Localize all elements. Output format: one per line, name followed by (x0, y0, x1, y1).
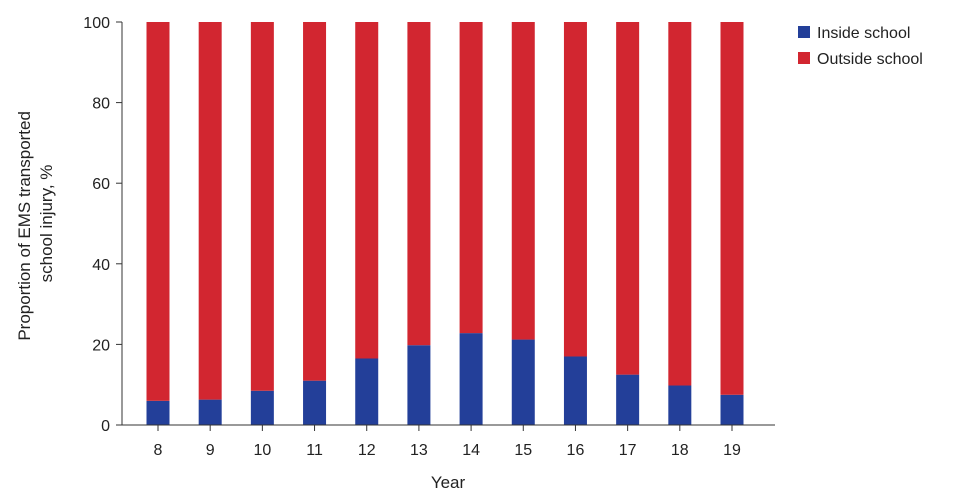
bar-outside-12 (355, 22, 379, 359)
legend-label-outside: Outside school (817, 51, 923, 68)
bar-outside-15 (511, 22, 535, 340)
x-tick-label-9: 9 (206, 442, 215, 459)
bar-inside-12 (355, 358, 379, 425)
x-tick-label-12: 12 (358, 442, 376, 459)
x-tick-label-19: 19 (723, 442, 741, 459)
bar-inside-13 (407, 345, 431, 425)
y-axis-title-line-1: Proportion of EMS transported (15, 111, 34, 341)
y-tick-label-0: 0 (101, 418, 110, 435)
legend: Inside school Outside school (798, 25, 923, 68)
y-tick-label-80: 80 (92, 96, 110, 113)
bar-outside-8 (146, 22, 170, 401)
bar-outside-19 (720, 22, 744, 395)
x-tick-label-16: 16 (567, 442, 585, 459)
x-tick-label-18: 18 (671, 442, 689, 459)
bar-inside-10 (250, 390, 274, 425)
bar-outside-11 (303, 22, 327, 381)
y-axis-title: Proportion of EMS transported school inj… (15, 106, 56, 340)
bar-outside-9 (198, 22, 222, 400)
x-tick-label-17: 17 (619, 442, 637, 459)
x-tick-label-11: 11 (306, 442, 323, 459)
y-tick-label-60: 60 (92, 176, 110, 193)
bar-inside-18 (668, 385, 692, 425)
bar-inside-17 (616, 374, 640, 426)
y-tick-label-100: 100 (83, 15, 110, 32)
y-axis-title-line-2: school injury, % (37, 165, 56, 283)
bar-inside-19 (720, 394, 744, 425)
y-tick-label-20: 20 (92, 337, 110, 354)
x-tick-label-14: 14 (462, 442, 480, 459)
bar-outside-14 (459, 22, 483, 334)
x-axis-title: Year (431, 473, 466, 492)
legend-swatch-outside (798, 52, 810, 64)
x-tick-label-10: 10 (253, 442, 271, 459)
bar-inside-9 (198, 399, 222, 425)
x-tick-label-15: 15 (514, 442, 532, 459)
bar-inside-15 (511, 339, 535, 425)
bars-group (146, 22, 744, 426)
bar-inside-14 (459, 333, 483, 425)
bar-inside-8 (146, 400, 170, 425)
legend-label-inside: Inside school (817, 25, 910, 42)
axes-group (121, 22, 775, 426)
x-tick-label-13: 13 (410, 442, 428, 459)
x-tick-label-8: 8 (154, 442, 163, 459)
bar-outside-16 (563, 22, 587, 357)
legend-swatch-inside (798, 26, 810, 38)
bar-outside-18 (668, 22, 692, 386)
bar-outside-10 (250, 22, 274, 391)
y-tick-label-40: 40 (92, 257, 110, 274)
bar-outside-17 (616, 22, 640, 375)
y-ticks-group: 0 20 40 60 80 100 (83, 15, 122, 435)
bar-inside-16 (563, 356, 587, 425)
bar-inside-11 (303, 380, 327, 425)
x-ticks-group: 8 9 10 11 12 13 14 15 16 17 18 19 (154, 425, 741, 459)
bar-outside-13 (407, 22, 431, 346)
